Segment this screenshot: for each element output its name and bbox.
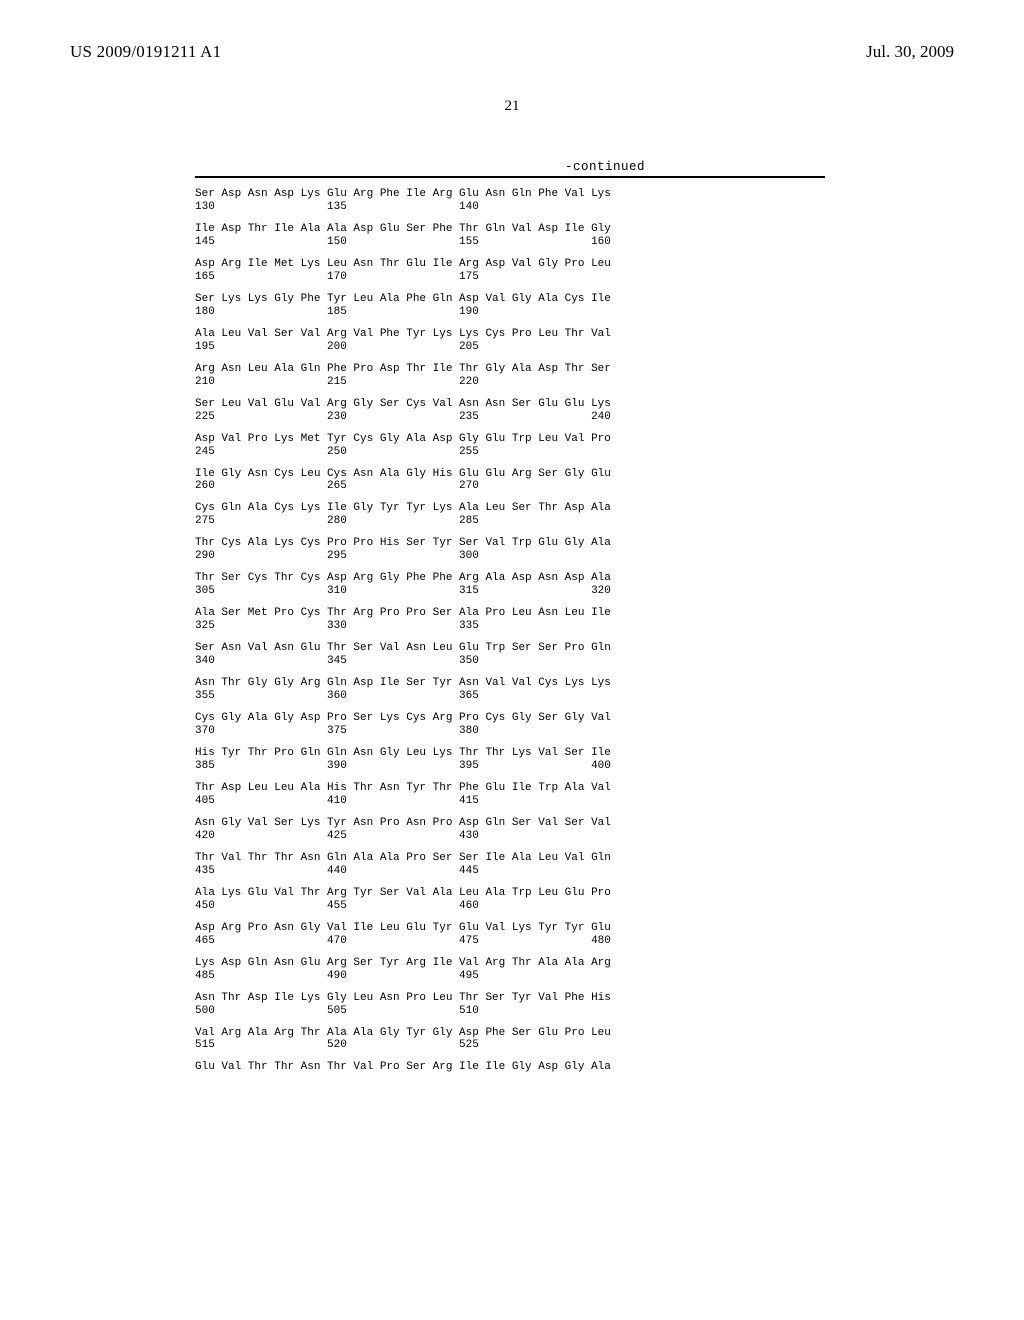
sequence-row: Cys Gly Ala Gly Asp Pro Ser Lys Cys Arg … [195, 712, 825, 738]
sequence-row: Ser Asn Val Asn Glu Thr Ser Val Asn Leu … [195, 642, 825, 668]
continued-header: -continued [195, 160, 825, 178]
sequence-row: Ile Asp Thr Ile Ala Ala Asp Glu Ser Phe … [195, 223, 825, 249]
sequence-row: Asn Thr Asp Ile Lys Gly Leu Asn Pro Leu … [195, 992, 825, 1018]
sequence-row: Thr Val Thr Thr Asn Gln Ala Ala Pro Ser … [195, 852, 825, 878]
sequence-row: Thr Cys Ala Lys Cys Pro Pro His Ser Tyr … [195, 537, 825, 563]
sequence-row: Asp Arg Pro Asn Gly Val Ile Leu Glu Tyr … [195, 922, 825, 948]
sequence-row: Ala Ser Met Pro Cys Thr Arg Pro Pro Ser … [195, 607, 825, 633]
sequence-row: Asp Val Pro Lys Met Tyr Cys Gly Ala Asp … [195, 433, 825, 459]
sequence-row: Asp Arg Ile Met Lys Leu Asn Thr Glu Ile … [195, 258, 825, 284]
sequence-row: Ser Asp Asn Asp Lys Glu Arg Phe Ile Arg … [195, 188, 825, 214]
sequence-row: Arg Asn Leu Ala Gln Phe Pro Asp Thr Ile … [195, 363, 825, 389]
sequence-row: Thr Asp Leu Leu Ala His Thr Asn Tyr Thr … [195, 782, 825, 808]
patent-pub-number: US 2009/0191211 A1 [70, 42, 221, 62]
sequence-row: Ala Leu Val Ser Val Arg Val Phe Tyr Lys … [195, 328, 825, 354]
sequence-row: Ser Leu Val Glu Val Arg Gly Ser Cys Val … [195, 398, 825, 424]
sequence-row: Lys Asp Gln Asn Glu Arg Ser Tyr Arg Ile … [195, 957, 825, 983]
sequence-row: Thr Ser Cys Thr Cys Asp Arg Gly Phe Phe … [195, 572, 825, 598]
sequence-listing: Ser Asp Asn Asp Lys Glu Arg Phe Ile Arg … [195, 188, 825, 1083]
sequence-row: Ala Lys Glu Val Thr Arg Tyr Ser Val Ala … [195, 887, 825, 913]
continued-label: -continued [195, 160, 825, 174]
sequence-row: Cys Gln Ala Cys Lys Ile Gly Tyr Tyr Lys … [195, 502, 825, 528]
section-rule [195, 176, 825, 178]
sequence-row: Ile Gly Asn Cys Leu Cys Asn Ala Gly His … [195, 468, 825, 494]
sequence-row: Glu Val Thr Thr Asn Thr Val Pro Ser Arg … [195, 1061, 825, 1074]
sequence-row: Asn Thr Gly Gly Arg Gln Asp Ile Ser Tyr … [195, 677, 825, 703]
sequence-row: His Tyr Thr Pro Gln Gln Asn Gly Leu Lys … [195, 747, 825, 773]
sequence-row: Ser Lys Lys Gly Phe Tyr Leu Ala Phe Gln … [195, 293, 825, 319]
sequence-row: Val Arg Ala Arg Thr Ala Ala Gly Tyr Gly … [195, 1027, 825, 1053]
sequence-row: Asn Gly Val Ser Lys Tyr Asn Pro Asn Pro … [195, 817, 825, 843]
page-number: 21 [0, 98, 1024, 115]
patent-pub-date: Jul. 30, 2009 [866, 42, 954, 62]
